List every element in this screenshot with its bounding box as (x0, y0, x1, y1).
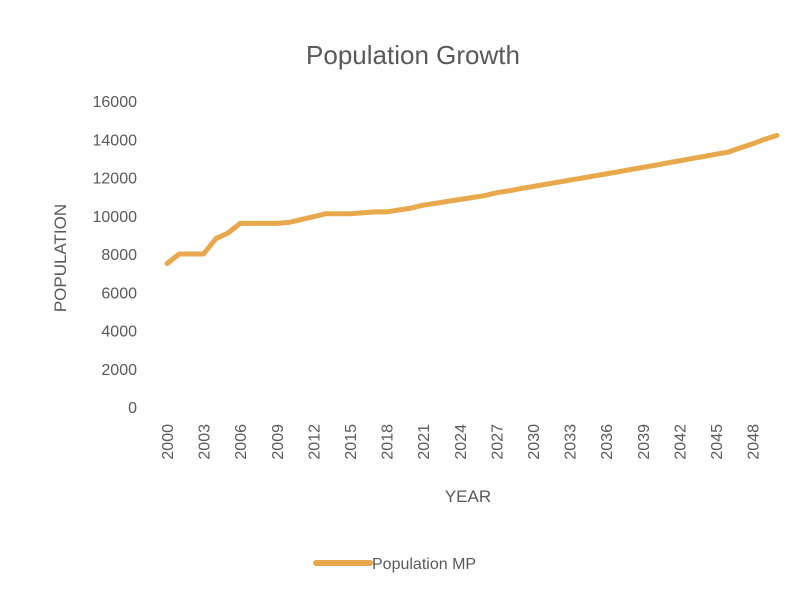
y-tick-label: 16000 (93, 94, 138, 111)
x-tick-label: 2036 (599, 424, 616, 460)
x-tick-label: 2042 (672, 424, 689, 460)
x-tick-label: 2000 (160, 424, 177, 460)
x-tick-label: 2006 (233, 424, 250, 460)
chart-title: Population Growth (306, 40, 520, 70)
series-line-segment (237, 132, 780, 226)
x-tick-label: 2012 (306, 424, 323, 460)
y-axis-ticks: 0 2000 4000 6000 8000 10000 12000 14000 16000 (93, 94, 138, 417)
legend: Population MP (313, 556, 476, 573)
legend-label: Population MP (372, 556, 476, 573)
x-tick-label: 2027 (489, 424, 506, 460)
y-tick-label: 10000 (93, 209, 138, 226)
x-tick-label: 2003 (197, 424, 214, 460)
x-tick-label: 2039 (636, 424, 653, 460)
y-tick-label: 4000 (101, 324, 137, 341)
y-tick-label: 6000 (101, 285, 137, 302)
plot-series (164, 132, 780, 267)
y-tick-label: 12000 (93, 171, 138, 188)
y-tick-label: 8000 (101, 247, 137, 264)
y-axis-title: POPULATION (51, 204, 70, 312)
series-line-segment (164, 220, 243, 267)
x-axis-ticks: 2000 2003 2006 2009 2012 2015 2018 2021 2024 2027… (160, 424, 763, 460)
x-tick-label: 2033 (563, 424, 580, 460)
x-tick-label: 2048 (746, 424, 763, 460)
x-tick-label: 2021 (416, 424, 433, 460)
y-tick-label: 14000 (93, 132, 138, 149)
x-axis-title: YEAR (445, 487, 491, 506)
x-tick-label: 2030 (526, 424, 543, 460)
x-tick-label: 2018 (380, 424, 397, 460)
y-tick-label: 0 (128, 400, 137, 417)
x-tick-label: 2009 (270, 424, 287, 460)
y-tick-label: 2000 (101, 362, 137, 379)
x-tick-label: 2045 (709, 424, 726, 460)
x-tick-label: 2024 (453, 424, 470, 460)
x-tick-label: 2015 (343, 424, 360, 460)
